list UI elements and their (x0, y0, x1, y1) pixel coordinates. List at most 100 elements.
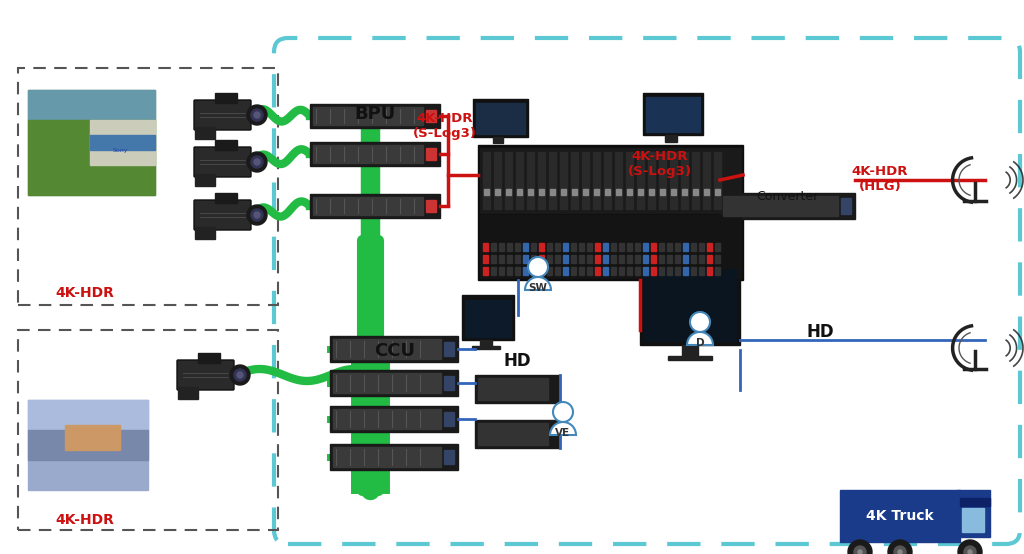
Circle shape (854, 546, 866, 554)
Bar (480, 215, 741, 278)
Bar (215, 93, 237, 103)
Bar (313, 197, 423, 215)
Circle shape (958, 540, 982, 554)
Bar (659, 255, 664, 263)
Bar (330, 444, 458, 470)
Bar (699, 255, 705, 263)
Circle shape (528, 257, 548, 277)
Bar (715, 267, 720, 275)
Bar (587, 267, 592, 275)
Bar (547, 243, 552, 251)
Bar (516, 152, 523, 209)
Bar (478, 423, 548, 445)
Bar (659, 243, 664, 251)
Bar (444, 376, 454, 390)
Text: BPU: BPU (354, 105, 395, 123)
Bar (703, 152, 710, 209)
Bar (611, 267, 616, 275)
Text: HD: HD (806, 323, 834, 341)
Circle shape (848, 540, 872, 554)
Bar (465, 300, 511, 337)
Bar (484, 189, 489, 195)
Bar (28, 90, 155, 120)
Bar (472, 346, 500, 349)
Circle shape (251, 109, 263, 121)
Bar (475, 375, 560, 403)
Bar (720, 193, 855, 219)
Bar (643, 255, 648, 263)
Bar (603, 255, 608, 263)
Bar (478, 145, 743, 280)
Bar (531, 267, 536, 275)
Bar (550, 189, 555, 195)
Bar (675, 255, 680, 263)
Text: 4K Truck: 4K Truck (866, 509, 934, 523)
Bar (611, 255, 616, 263)
Bar (28, 90, 155, 195)
Bar (539, 243, 544, 251)
Bar (682, 189, 687, 195)
Bar (681, 152, 688, 209)
Text: 4K-HDR
(S-Log3): 4K-HDR (S-Log3) (628, 150, 692, 178)
Bar (483, 267, 488, 275)
Bar (707, 243, 712, 251)
Bar (627, 189, 632, 195)
Bar (618, 267, 624, 275)
Bar (523, 267, 528, 275)
Bar (611, 243, 616, 251)
Bar (330, 336, 458, 362)
Bar (330, 406, 458, 432)
Bar (675, 243, 680, 251)
Circle shape (234, 369, 246, 381)
Bar (643, 243, 648, 251)
Circle shape (237, 372, 243, 378)
Circle shape (251, 209, 263, 221)
Bar (528, 189, 534, 195)
Bar (539, 255, 544, 263)
Bar (195, 227, 215, 239)
Bar (670, 152, 677, 209)
Bar (555, 267, 560, 275)
Bar (682, 345, 698, 357)
Bar (627, 243, 632, 251)
Bar (555, 255, 560, 263)
Bar (667, 243, 672, 251)
Bar (490, 255, 496, 263)
Bar (635, 255, 640, 263)
Bar (531, 255, 536, 263)
Bar (515, 255, 520, 263)
FancyBboxPatch shape (194, 100, 251, 130)
Text: VE: VE (555, 428, 570, 438)
Bar (840, 490, 961, 542)
Bar (571, 255, 575, 263)
Bar (198, 353, 220, 363)
Circle shape (254, 112, 260, 118)
Bar (705, 189, 709, 195)
FancyBboxPatch shape (194, 147, 251, 177)
Bar (65, 425, 120, 450)
Bar (651, 243, 656, 251)
Bar (195, 174, 215, 186)
Bar (310, 104, 440, 128)
Bar (646, 97, 700, 132)
Bar (478, 378, 548, 400)
Bar (493, 137, 503, 143)
Bar (561, 189, 566, 195)
Bar (618, 243, 624, 251)
Bar (693, 189, 698, 195)
Bar (707, 267, 712, 275)
Bar (490, 243, 496, 251)
Bar (660, 189, 665, 195)
Bar (333, 339, 441, 359)
Bar (640, 265, 740, 345)
Bar (643, 93, 703, 135)
Bar (571, 267, 575, 275)
Bar (90, 135, 155, 150)
Bar (665, 135, 677, 142)
Bar (648, 152, 655, 209)
Bar (659, 152, 666, 209)
Text: Sony: Sony (113, 148, 128, 153)
Bar (841, 198, 851, 214)
Bar (595, 267, 600, 275)
Circle shape (247, 105, 267, 125)
